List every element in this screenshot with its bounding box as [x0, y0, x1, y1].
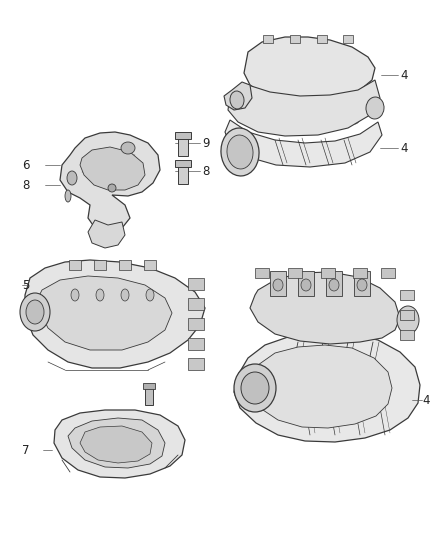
Polygon shape [80, 426, 152, 463]
Polygon shape [223, 82, 251, 110]
Ellipse shape [365, 97, 383, 119]
Bar [187, 318, 204, 330]
Bar [175, 132, 191, 139]
Polygon shape [88, 220, 125, 248]
Polygon shape [54, 410, 184, 478]
Bar [177, 162, 187, 184]
Bar [119, 260, 131, 270]
Ellipse shape [300, 279, 310, 291]
Bar [316, 35, 326, 43]
Bar [342, 35, 352, 43]
Ellipse shape [71, 289, 79, 301]
Text: 8: 8 [22, 179, 29, 191]
Polygon shape [80, 147, 145, 190]
Bar [399, 310, 413, 320]
Bar [352, 268, 366, 278]
Text: 7: 7 [22, 443, 29, 456]
Text: 8: 8 [201, 165, 209, 177]
Bar [320, 268, 334, 278]
Ellipse shape [233, 364, 276, 412]
Bar [399, 290, 413, 300]
Text: 4: 4 [399, 69, 406, 82]
Bar [269, 271, 285, 296]
Ellipse shape [356, 279, 366, 291]
Bar [187, 278, 204, 290]
Text: 6: 6 [22, 158, 29, 172]
Polygon shape [249, 272, 399, 344]
Bar [287, 268, 301, 278]
Ellipse shape [240, 372, 268, 404]
Bar [290, 35, 299, 43]
Ellipse shape [272, 279, 283, 291]
Bar [262, 35, 272, 43]
Bar [325, 271, 341, 296]
Ellipse shape [20, 293, 50, 331]
Bar [177, 134, 187, 156]
Ellipse shape [220, 128, 258, 176]
Ellipse shape [396, 306, 418, 334]
Polygon shape [244, 37, 374, 101]
Polygon shape [25, 260, 205, 368]
Bar [399, 330, 413, 340]
Text: 4: 4 [421, 393, 428, 407]
Ellipse shape [26, 300, 44, 324]
Ellipse shape [108, 184, 116, 192]
Bar [254, 268, 268, 278]
Polygon shape [60, 132, 159, 232]
Ellipse shape [96, 289, 104, 301]
Bar [69, 260, 81, 270]
Bar [144, 260, 155, 270]
Polygon shape [225, 120, 381, 167]
Bar [380, 268, 394, 278]
Ellipse shape [67, 171, 77, 185]
Bar [187, 338, 204, 350]
Text: 4: 4 [399, 141, 406, 155]
Bar [145, 385, 153, 405]
Text: 9: 9 [201, 136, 209, 149]
Polygon shape [68, 418, 165, 468]
Bar [187, 298, 204, 310]
Bar [143, 383, 155, 389]
Ellipse shape [146, 289, 154, 301]
Bar [187, 358, 204, 370]
Ellipse shape [65, 190, 71, 202]
Polygon shape [247, 345, 391, 428]
Bar [297, 271, 313, 296]
Ellipse shape [328, 279, 338, 291]
Bar [94, 260, 106, 270]
Bar [353, 271, 369, 296]
Text: 5: 5 [22, 279, 29, 292]
Polygon shape [38, 276, 172, 350]
Polygon shape [233, 333, 419, 442]
Bar [175, 160, 191, 167]
Ellipse shape [121, 289, 129, 301]
Polygon shape [227, 80, 379, 136]
Ellipse shape [230, 91, 244, 109]
Ellipse shape [226, 135, 252, 169]
Ellipse shape [121, 142, 135, 154]
